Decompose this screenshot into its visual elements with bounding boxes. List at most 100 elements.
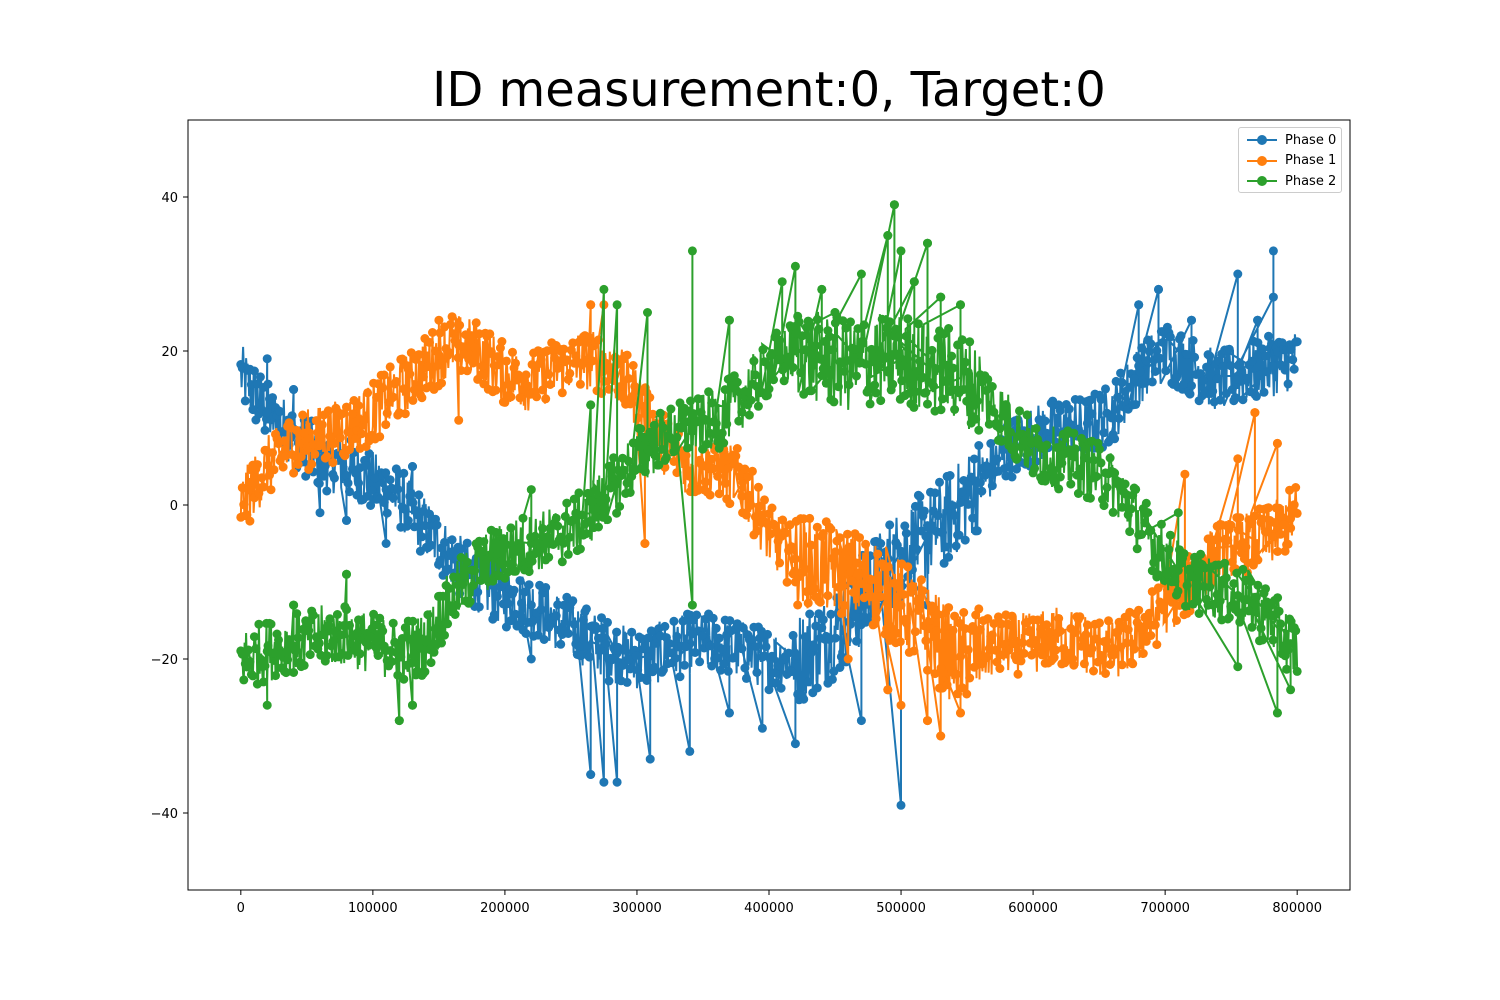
data-point (601, 494, 611, 504)
data-point (790, 554, 800, 564)
data-point (538, 385, 548, 395)
data-point (886, 623, 896, 633)
data-point (686, 396, 695, 406)
data-point (239, 500, 249, 510)
data-point (292, 609, 302, 619)
data-point (898, 589, 908, 599)
data-point (841, 323, 851, 333)
data-point (936, 405, 946, 415)
data-point (853, 568, 863, 578)
data-point (1270, 518, 1279, 528)
data-point (849, 353, 858, 363)
data-point (1057, 458, 1067, 468)
data-point (838, 316, 848, 326)
data-point (1075, 464, 1085, 474)
y-tick-label: 40 (161, 191, 178, 206)
data-point (560, 512, 570, 521)
data-point (921, 636, 931, 646)
data-point (957, 683, 967, 693)
data-point (929, 603, 938, 613)
data-point (1096, 458, 1106, 468)
data-point (927, 345, 937, 355)
data-point (381, 420, 391, 430)
data-point (511, 566, 520, 576)
data-point (1155, 353, 1165, 363)
data-point (926, 358, 935, 367)
data-point (1251, 592, 1261, 602)
data-point (1092, 634, 1101, 644)
data-point (394, 643, 404, 653)
data-point (648, 409, 658, 419)
data-point (1007, 611, 1017, 621)
data-point (1102, 483, 1112, 492)
data-point (477, 361, 487, 371)
data-point (633, 665, 643, 675)
spike-point (724, 708, 734, 718)
data-point (239, 675, 249, 685)
data-point (1138, 649, 1148, 658)
data-point (565, 368, 575, 378)
data-point (855, 533, 864, 543)
data-point (1012, 454, 1021, 464)
data-point (957, 335, 967, 345)
data-point (624, 456, 634, 466)
legend-swatch (1247, 155, 1277, 167)
data-point (456, 544, 466, 554)
data-point (323, 406, 333, 416)
data-point (874, 584, 884, 593)
spike-point (909, 277, 919, 287)
data-point (462, 557, 472, 567)
data-point (584, 652, 594, 662)
data-point (1251, 391, 1261, 401)
data-point (486, 347, 496, 357)
data-point (1125, 382, 1135, 392)
data-point (1288, 355, 1298, 365)
data-point (956, 498, 966, 507)
data-point (858, 560, 868, 570)
data-point (622, 478, 632, 488)
data-point (915, 595, 925, 604)
data-point (912, 544, 922, 554)
data-point (609, 453, 619, 463)
data-point (345, 620, 354, 630)
data-point (1179, 549, 1189, 559)
data-point (827, 345, 837, 355)
data-point (1116, 368, 1126, 378)
spike-point (454, 415, 464, 425)
data-point (965, 673, 975, 683)
data-point (1187, 381, 1196, 391)
data-point (559, 538, 569, 548)
data-point (830, 633, 840, 643)
data-point (421, 635, 431, 645)
spike-point (936, 731, 946, 741)
spike-point (408, 700, 417, 710)
data-point (657, 444, 667, 454)
data-point (705, 641, 715, 651)
data-point (1283, 645, 1293, 655)
data-point (1242, 373, 1252, 383)
data-point (406, 489, 416, 499)
data-point (521, 370, 531, 380)
data-point (1141, 498, 1151, 508)
data-point (1113, 392, 1123, 402)
data-point (354, 615, 363, 625)
data-point (600, 502, 609, 512)
legend-entry: Phase 0 (1247, 130, 1336, 150)
data-point (1019, 648, 1029, 658)
data-point (249, 632, 259, 642)
data-point (459, 570, 469, 580)
data-point (752, 668, 762, 677)
data-point (1280, 365, 1290, 375)
data-point (989, 619, 999, 629)
data-point (707, 661, 717, 671)
data-point (1129, 374, 1139, 384)
data-point (462, 366, 472, 376)
data-point (680, 660, 689, 670)
data-point (432, 520, 442, 530)
data-point (844, 542, 854, 552)
data-point (702, 439, 712, 449)
data-point (1052, 443, 1062, 453)
data-point (320, 461, 330, 471)
data-point (815, 597, 825, 607)
spike-point (586, 300, 596, 310)
